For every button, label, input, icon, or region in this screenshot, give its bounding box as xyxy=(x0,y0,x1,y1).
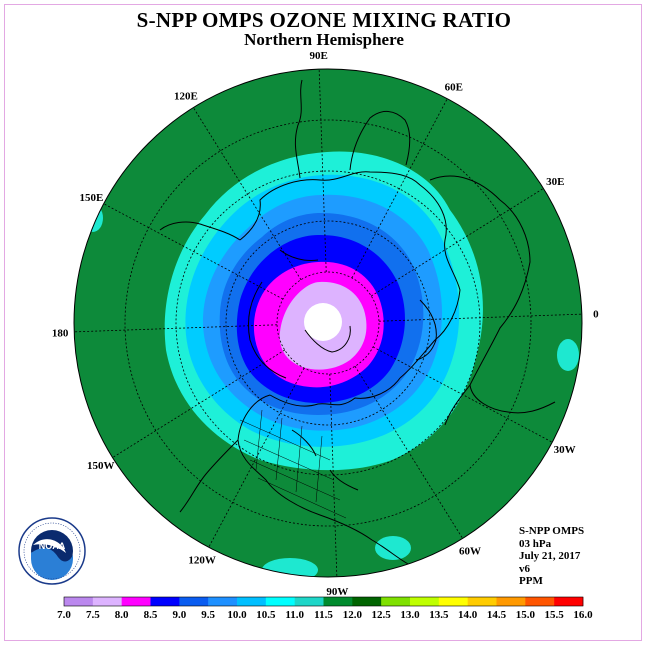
meridian-line xyxy=(318,69,327,273)
noaa-logo: NOAA xyxy=(18,517,86,585)
colorbar-swatch xyxy=(64,597,94,606)
colorbar-swatch xyxy=(237,597,267,606)
colorbar-swatch xyxy=(554,597,584,606)
colorbar-swatch xyxy=(150,597,180,606)
longitude-label: 60W xyxy=(459,545,481,557)
longitude-label: 60E xyxy=(445,81,463,93)
longitude-label: 150E xyxy=(79,192,103,204)
colorbar-tick-label: 9.5 xyxy=(201,609,215,621)
info-units: PPM xyxy=(519,575,543,588)
info-date: July 21, 2017 xyxy=(519,550,581,563)
colorbar-tick-label: 10.0 xyxy=(227,609,247,621)
colorbar-swatch xyxy=(352,597,382,606)
colorbar-tick-label: 8.0 xyxy=(115,609,129,621)
info-level: 03 hPa xyxy=(519,537,552,550)
colorbar-swatch xyxy=(294,597,324,606)
longitude-label: 120W xyxy=(188,555,216,567)
colorbar-swatch xyxy=(381,597,411,606)
longitude-labels: 90E 60E 30E 0 30W 60W 90W 120W 150W 180 150E 120E xyxy=(52,50,599,598)
longitude-label: 0 xyxy=(593,309,599,321)
colorbar-tick-label: 10.5 xyxy=(256,609,276,621)
info-version: v6 xyxy=(519,562,530,575)
meridian-line xyxy=(208,367,305,548)
colorbar-tick-label: 9.0 xyxy=(172,609,186,621)
longitude-label: 30W xyxy=(554,444,576,456)
meridian-line xyxy=(371,188,544,297)
map-boundary xyxy=(73,68,583,578)
longitude-label: 180 xyxy=(52,327,69,339)
meridian-line xyxy=(329,373,338,577)
colorbar-tick-label: 15.5 xyxy=(545,609,565,621)
colorbar-tick-label: 7.5 xyxy=(86,609,100,621)
colorbar-swatch xyxy=(179,597,209,606)
colorbar-swatch xyxy=(323,597,353,606)
coastlines xyxy=(159,79,556,566)
us-grid xyxy=(239,409,347,519)
meridian-line xyxy=(378,313,582,322)
longitude-label: 120E xyxy=(174,91,198,103)
lat-circle-80 xyxy=(276,271,380,375)
longitude-label: 90W xyxy=(326,586,348,598)
map-title: S-NPP OMPS OZONE MIXING RATIO xyxy=(136,8,512,32)
meridian-line xyxy=(351,98,448,279)
longitude-label: 150W xyxy=(87,460,115,472)
colorbar-tick-label: 13.0 xyxy=(400,609,420,621)
colorbar-swatch xyxy=(496,597,526,606)
meridian-line xyxy=(112,349,285,458)
colorbar-swatch xyxy=(265,597,295,606)
colorbar-tick-label: 14.5 xyxy=(487,609,507,621)
noaa-logo-text: NOAA xyxy=(39,541,66,551)
colorbar-swatch xyxy=(92,597,122,606)
colorbar-swatch xyxy=(410,597,440,606)
colorbar-tick-label: 16.0 xyxy=(573,609,593,621)
colorbar-tick-label: 13.5 xyxy=(429,609,449,621)
meridian-line xyxy=(103,203,284,300)
colorbar-tick-label: 11.0 xyxy=(285,609,304,621)
pole-no-data xyxy=(304,303,342,341)
info-block: S-NPP OMPS 03 hPa July 21, 2017 v6 PPM xyxy=(519,525,584,588)
patch-cyan xyxy=(557,339,579,371)
lat-circle-60 xyxy=(225,220,431,426)
colorbar-swatch xyxy=(121,597,151,606)
meridian-line xyxy=(193,107,302,280)
longitude-label: 90E xyxy=(309,50,327,62)
colorbar-tick-label: 11.5 xyxy=(314,609,333,621)
colorbar-border xyxy=(63,596,584,607)
colorbar-tick-label: 12.0 xyxy=(343,609,363,621)
meridian-line xyxy=(74,324,278,333)
colorbar-swatch xyxy=(467,597,497,606)
colorbar-tick-label: 14.0 xyxy=(458,609,478,621)
patch-cyan xyxy=(375,536,411,560)
colorbar-swatch xyxy=(208,597,238,606)
meridian-line xyxy=(354,366,463,539)
colorbar-swatch xyxy=(525,597,555,606)
colorbar-tick-label: 12.5 xyxy=(372,609,392,621)
colorbar-tick-label: 15.0 xyxy=(516,609,536,621)
graticule xyxy=(74,69,582,577)
meridian-line xyxy=(372,346,553,443)
map-subtitle: Northern Hemisphere xyxy=(244,30,404,49)
colorbar-swatch xyxy=(438,597,468,606)
lat-circle-20 xyxy=(124,119,532,527)
info-instrument: S-NPP OMPS xyxy=(519,525,585,537)
colorbar: 7.0 7.5 8.0 8.5 9.0 9.5 10.0 10.5 11.0 11.5 12.0 12… xyxy=(57,596,593,621)
longitude-label: 30E xyxy=(546,176,564,188)
lat-circle-40 xyxy=(175,170,481,476)
page-frame xyxy=(4,4,642,641)
colorbar-tick-label: 7.0 xyxy=(57,609,71,621)
colorbar-tick-label: 8.5 xyxy=(144,609,158,621)
